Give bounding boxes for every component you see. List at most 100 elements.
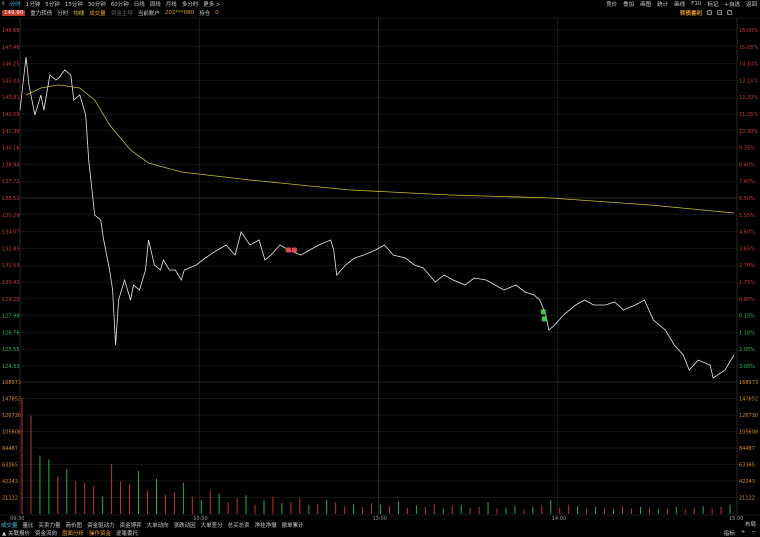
price-tick-label: 132.85 bbox=[2, 246, 20, 252]
volume-tick-label: 84487 bbox=[2, 446, 18, 452]
avg-line-toggle[interactable]: 均线 bbox=[73, 10, 85, 17]
account-value[interactable]: 202***080 bbox=[164, 9, 195, 16]
period-tabs: Ⅱ 分时 1分钟 5分钟 15分钟 30分钟 60分钟 日线 周线 月线 多分时 更多 > bbox=[0, 0, 760, 8]
pct-tick-label: 2.70% bbox=[739, 263, 755, 269]
toolbar-button-8[interactable]: 返回 bbox=[745, 2, 757, 8]
price-tick-label: 125.55 bbox=[2, 347, 20, 353]
price-tick-label: 145.03 bbox=[2, 78, 20, 84]
indicator-tab-7[interactable]: 涨跌动因 bbox=[173, 523, 196, 529]
price-tick-label: 147.46 bbox=[2, 45, 20, 51]
analysis-tab-4[interactable]: 逐笔委托 bbox=[116, 531, 139, 537]
position-label: 持仓 bbox=[199, 10, 211, 17]
account-label: 当前账户 bbox=[137, 10, 160, 17]
pct-tick-label: 5.55% bbox=[739, 213, 755, 219]
tab-3[interactable]: 15分钟 bbox=[64, 2, 83, 8]
pct-tick-label: 3.00% bbox=[739, 364, 755, 370]
pct-tick-label: 14.10% bbox=[739, 62, 758, 68]
price-tick-label: 131.63 bbox=[2, 263, 20, 269]
tab-2[interactable]: 5分钟 bbox=[45, 2, 60, 8]
pct-tick-label: 6.50% bbox=[739, 196, 755, 202]
indicator-tab-10[interactable]: 净挂净撤 bbox=[254, 523, 277, 529]
toolbar-button-0[interactable]: 竞价 bbox=[606, 2, 618, 8]
pct-tick-label: 1.75% bbox=[739, 280, 755, 286]
price-tick-label: 129.20 bbox=[2, 297, 20, 303]
capital-toggle[interactable]: 资金主导 bbox=[110, 10, 133, 17]
toolbar: 竞价 叠加 画图 统计 画线 F10 标记 +自选 返回 bbox=[606, 0, 757, 8]
tab-8[interactable]: 月线 bbox=[165, 2, 177, 8]
price-badge: 149.90 bbox=[2, 9, 26, 16]
tab-5[interactable]: 60分钟 bbox=[110, 2, 129, 8]
volume-tick-label-right: 42243 bbox=[739, 479, 755, 485]
volume-tick-label-right: 63365 bbox=[739, 463, 755, 469]
pct-tick-label: 11.25% bbox=[739, 112, 758, 118]
analysis-tab-2[interactable]: 盘面分析 bbox=[62, 531, 85, 537]
toolbar-button-4[interactable]: 画线 bbox=[674, 2, 686, 8]
pct-tick-label: 0.15% bbox=[739, 314, 755, 320]
pct-tick-label: 4.60% bbox=[739, 230, 755, 236]
price-tick-label: 134.07 bbox=[2, 230, 20, 236]
indicator-tab-4[interactable]: 资金驱动力 bbox=[87, 523, 115, 529]
price-tick-label: 126.76 bbox=[2, 330, 20, 336]
volume-tick-label-right: 147852 bbox=[739, 397, 758, 403]
chart-tools: 转债套利 ◎ ≡ □ bbox=[680, 8, 732, 17]
time-tick-label: 09:30 bbox=[10, 516, 24, 522]
indicator-tab-3[interactable]: 商价图 bbox=[65, 523, 83, 529]
indicator-tab-6[interactable]: 大单动向 bbox=[146, 523, 169, 529]
remove-indicator-button[interactable]: − bbox=[751, 529, 756, 535]
toolbar-button-6[interactable]: 标记 bbox=[707, 2, 719, 8]
sell-marker-icon bbox=[540, 309, 546, 315]
toolbar-button-1[interactable]: 叠加 bbox=[623, 2, 635, 8]
expand-icon[interactable]: □ bbox=[727, 10, 732, 15]
tab-6[interactable]: 日线 bbox=[133, 2, 145, 8]
buy-marker-icon bbox=[291, 247, 297, 253]
pct-tick-label: 15.05% bbox=[739, 45, 758, 51]
toolbar-button-3[interactable]: 统计 bbox=[657, 2, 669, 8]
toolbar-button-2[interactable]: 画图 bbox=[640, 2, 652, 8]
security-name: 重力转债 bbox=[30, 10, 53, 17]
pct-tick-label: 3.65% bbox=[739, 246, 755, 252]
indicator-tab-11[interactable]: 撤单累计 bbox=[281, 523, 304, 529]
tab-7[interactable]: 周线 bbox=[149, 2, 161, 8]
indicator-button[interactable]: 指标 bbox=[723, 531, 735, 537]
toolbar-button-7[interactable]: +自选 bbox=[724, 2, 740, 8]
indicator-tab-9[interactable]: 总买总卖 bbox=[227, 523, 250, 529]
price-tick-label: 142.59 bbox=[2, 112, 20, 118]
indicator-tab-1[interactable]: 量比 bbox=[22, 523, 34, 529]
tab-9[interactable]: 多分时 bbox=[181, 2, 199, 8]
analysis-tab-3[interactable]: 操作资金 bbox=[89, 531, 112, 537]
pct-tick-label: 13.15% bbox=[739, 78, 758, 84]
arbitrage-button[interactable]: 转债套利 bbox=[679, 10, 702, 17]
toolbar-button-5[interactable]: F10 bbox=[691, 1, 702, 7]
indicator-tab-8[interactable]: 大单差分 bbox=[200, 523, 223, 529]
price-line bbox=[19, 56, 735, 379]
menu-icon[interactable]: Ⅱ bbox=[2, 1, 5, 7]
price-tick-label: 138.94 bbox=[2, 162, 20, 168]
analysis-tab-1[interactable]: 资金流向 bbox=[34, 531, 57, 537]
settings-icon[interactable]: ◎ bbox=[707, 10, 712, 15]
pct-tick-label: 1.10% bbox=[739, 330, 755, 336]
price-tick-label: 135.29 bbox=[2, 213, 20, 219]
price-tick-label: 130.42 bbox=[2, 280, 20, 286]
mode-label[interactable]: 分时 bbox=[57, 10, 69, 17]
volume-tick-label: 147852 bbox=[2, 397, 21, 403]
pct-tick-label: 2.05% bbox=[739, 347, 755, 353]
tab-1[interactable]: 1分钟 bbox=[25, 2, 41, 8]
layout-button[interactable]: 布局 bbox=[744, 522, 756, 528]
price-tick-label: 148.68 bbox=[2, 28, 20, 34]
analysis-tab-0[interactable]: ▲ 关联报价 bbox=[2, 531, 30, 537]
volume-tick-label: 21122 bbox=[2, 496, 18, 502]
indicator-tab-2[interactable]: 买卖力量 bbox=[38, 523, 61, 529]
add-indicator-button[interactable]: + bbox=[740, 529, 746, 535]
buy-marker-icon bbox=[285, 247, 291, 253]
tab-0[interactable]: 分时 bbox=[9, 2, 21, 8]
pct-tick-label: 0.80% bbox=[739, 297, 755, 303]
tab-4[interactable]: 30分钟 bbox=[87, 2, 106, 8]
tab-10[interactable]: 更多 > bbox=[203, 2, 221, 8]
indicator-tab-5[interactable]: 资金博弈 bbox=[119, 523, 142, 529]
volume-toggle[interactable]: 成交量 bbox=[89, 10, 106, 17]
pct-tick-label: 7.45% bbox=[739, 179, 755, 185]
volume-tick-label-right: 84487 bbox=[739, 446, 755, 452]
indicator-tab-0[interactable]: 成交量 bbox=[1, 523, 18, 529]
list-icon[interactable]: ≡ bbox=[717, 10, 722, 15]
